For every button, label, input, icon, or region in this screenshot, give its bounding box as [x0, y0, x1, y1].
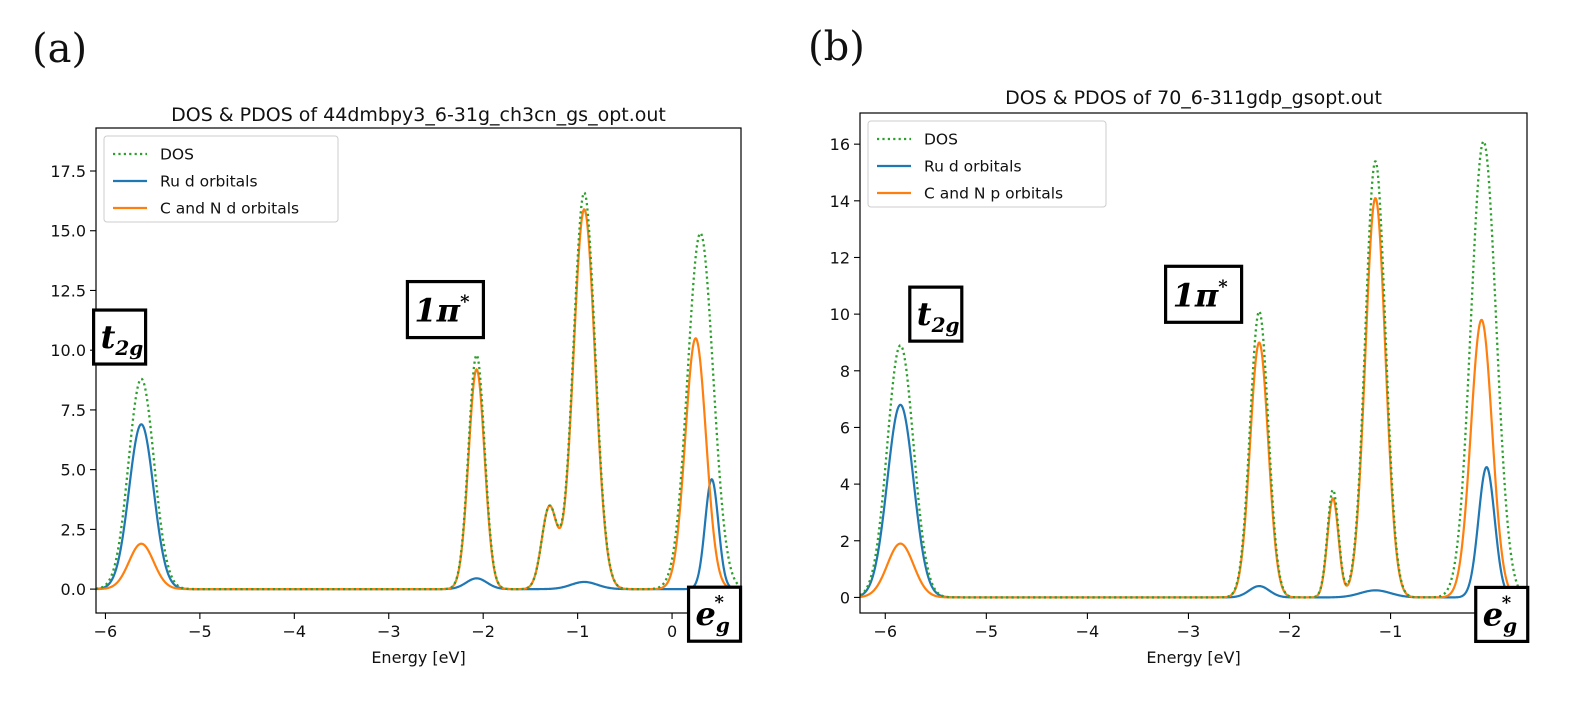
series-line-dos — [860, 140, 1527, 599]
series-line-c-and-n-p-orbitals — [860, 197, 1527, 599]
legend-entry: C and N d orbitals — [160, 200, 299, 218]
y-tick-label: 6 — [840, 418, 850, 437]
panel-label: (a) — [32, 26, 87, 72]
y-tick-label: 17.5 — [50, 162, 86, 181]
chart-title: DOS & PDOS of 44dmbpy3_6-31g_ch3cn_gs_op… — [171, 104, 666, 126]
y-tick-label: 12.5 — [50, 281, 86, 300]
annotation-box — [686, 585, 743, 643]
legend-entry: DOS — [924, 131, 958, 149]
legend-box — [867, 120, 1107, 208]
legend-entry: Ru d orbitals — [924, 158, 1022, 176]
annotation-box — [1474, 585, 1530, 644]
y-tick-label: 0 — [840, 588, 850, 607]
x-tick-label: −4 — [1076, 622, 1100, 641]
annotation-label: t2g — [908, 285, 964, 343]
y-tick-label: 7.5 — [61, 401, 86, 420]
x-tick-label: −5 — [188, 622, 212, 641]
x-tick-label: −6 — [94, 622, 118, 641]
plot-area — [96, 191, 741, 591]
y-tick-label: 10 — [830, 305, 850, 324]
y-tick-label: 2 — [840, 532, 850, 551]
annotation-box — [908, 285, 964, 343]
x-axis-label: Energy [eV] — [371, 648, 465, 667]
chart-title: DOS & PDOS of 70_6-311gdp_gsopt.out — [1005, 87, 1382, 109]
series-line-ru-d-orbitals — [860, 403, 1527, 599]
series-line-dos — [96, 191, 741, 591]
annotation-label: eg* — [1474, 585, 1530, 644]
axes-frame — [95, 127, 742, 614]
legend: DOS Ru d orbitals C and N p orbitals — [867, 120, 1107, 208]
annotation-text: eg* — [1483, 592, 1517, 637]
plot-area — [860, 140, 1527, 599]
x-tick-label: −3 — [377, 622, 401, 641]
annotation-label: eg* — [686, 585, 743, 643]
x-tick-label: 0 — [667, 622, 677, 641]
annotation-text: 1π* — [414, 292, 470, 330]
annotation-text: t2g — [917, 295, 960, 337]
x-tick-label: −5 — [975, 622, 999, 641]
annotation-box — [1164, 264, 1244, 324]
annotation-box — [92, 308, 148, 366]
annotation-label: 1π* — [1164, 264, 1244, 324]
y-tick-label: 10.0 — [50, 341, 86, 360]
x-tick-label: −4 — [283, 622, 307, 641]
y-tick-label: 16 — [830, 135, 850, 154]
y-tick-label: 15.0 — [50, 222, 86, 241]
x-tick-label: −2 — [1278, 622, 1302, 641]
chart-panel-b: (b) DOS & PDOS of 70_6-311gdp_gsopt.out −6… — [808, 24, 1530, 667]
annotation-text: t2g — [101, 318, 144, 360]
x-tick-label: −1 — [566, 622, 590, 641]
annotation-label: 1π* — [405, 279, 486, 340]
annotation-box — [405, 279, 486, 340]
series-line-ru-d-orbitals — [96, 423, 741, 591]
panel-label: (b) — [808, 24, 865, 70]
y-tick-label: 5.0 — [61, 461, 86, 480]
y-tick-label: 0.0 — [61, 580, 86, 599]
y-tick-label: 14 — [830, 192, 850, 211]
chart-panel-a: (a) DOS & PDOS of 44dmbpy3_6-31g_ch3cn_gs… — [32, 26, 743, 667]
series-line-c-and-n-d-orbitals — [96, 208, 741, 591]
y-tick-label: 4 — [840, 475, 850, 494]
annotation-text: 1π* — [1173, 276, 1229, 314]
x-tick-label: −3 — [1177, 622, 1201, 641]
legend-entry: DOS — [160, 146, 194, 164]
annotation-label: t2g — [92, 308, 148, 366]
legend: DOS Ru d orbitals C and N d orbitals — [103, 135, 339, 223]
y-tick-label: 8 — [840, 362, 850, 381]
legend-entry: Ru d orbitals — [160, 173, 258, 191]
legend-box — [103, 135, 339, 223]
legend-entry: C and N p orbitals — [924, 185, 1063, 203]
x-tick-label: −6 — [873, 622, 897, 641]
annotation-text: eg* — [696, 592, 730, 637]
x-axis-label: Energy [eV] — [1146, 648, 1240, 667]
axes-frame — [859, 112, 1528, 614]
x-tick-label: −2 — [471, 622, 495, 641]
y-tick-label: 12 — [830, 248, 850, 267]
x-tick-label: −1 — [1379, 622, 1403, 641]
y-tick-label: 2.5 — [61, 520, 86, 539]
